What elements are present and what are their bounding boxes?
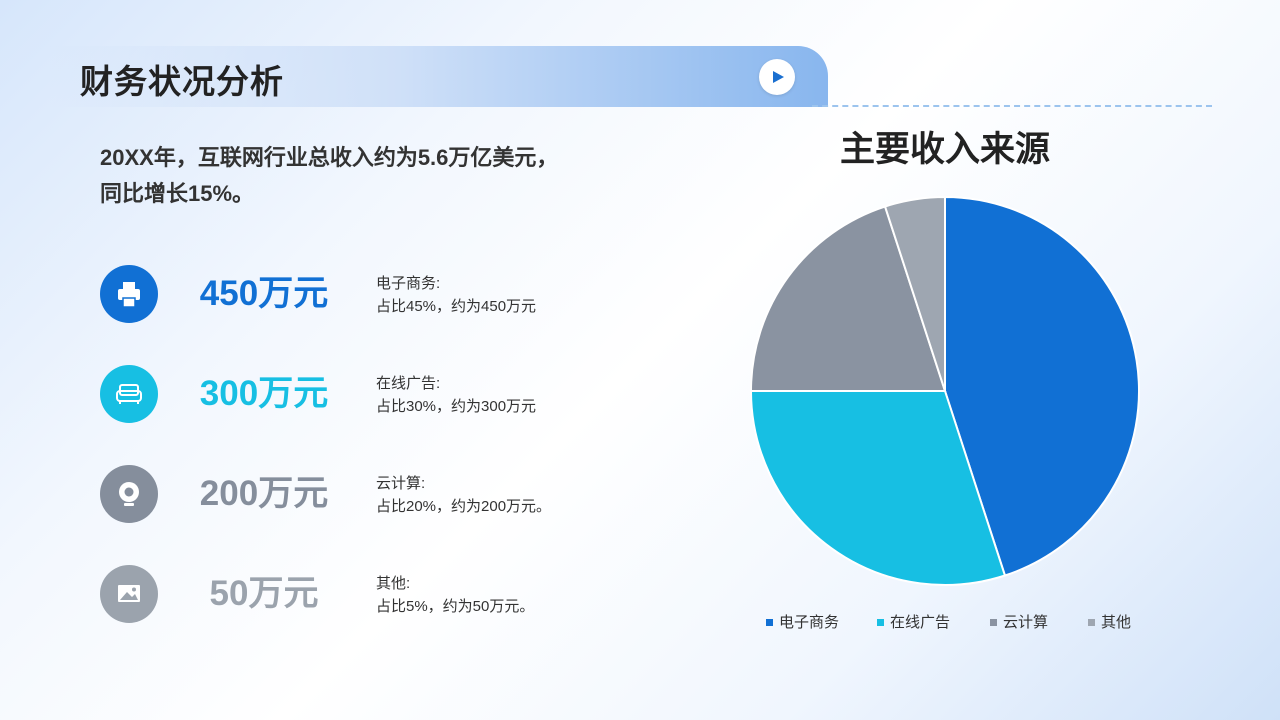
icon-circle [100, 565, 158, 623]
legend-item-online-ads: 在线广告 [877, 612, 950, 634]
amount-value: 50万元 [209, 574, 319, 613]
icon-circle [100, 465, 158, 523]
legend-item-ecommerce: 电子商务 [766, 612, 839, 634]
revenue-item-other: 50万元 其他: 占比5%，约为50万元。 [100, 565, 700, 625]
item-label: 云计算: [376, 475, 426, 492]
revenue-item-ecommerce: 450万元 电子商务: 占比45%，约为450万元 [100, 265, 700, 325]
item-detail: 占比5%，约为50万元。 [376, 598, 535, 615]
legend-label: 云计算 [1003, 614, 1049, 631]
summary-text: 20XX年，互联网行业总收入约为5.6万亿美元， 同比增长15%。 [100, 140, 700, 212]
play-button[interactable] [759, 59, 795, 95]
legend-swatch [990, 618, 997, 626]
amount-value: 300万元 [199, 374, 329, 413]
amount-value: 200万元 [199, 474, 329, 513]
icon-circle [100, 365, 158, 423]
dashed-divider [812, 105, 1212, 107]
item-description: 云计算: 占比20%，约为200万元。 [376, 472, 551, 518]
image-icon [118, 585, 140, 602]
item-label: 在线广告: [376, 375, 441, 392]
chart-title: 主要收入来源 [839, 130, 1050, 169]
item-detail: 占比30%，约为300万元 [376, 398, 537, 415]
item-label: 其他: [376, 575, 411, 592]
item-label: 电子商务: [376, 275, 441, 292]
legend-swatch [1088, 618, 1095, 626]
revenue-item-cloud: 200万元 云计算: 占比20%，约为200万元。 [100, 465, 700, 525]
play-icon [773, 71, 784, 83]
legend-swatch [766, 618, 773, 626]
legend-swatch [877, 618, 884, 626]
title-bar-background [48, 46, 828, 107]
revenue-item-online-ads: 300万元 在线广告: 占比30%，约为300万元 [100, 365, 700, 425]
sofa-icon [116, 384, 142, 404]
webcam-icon [119, 482, 139, 506]
amount-value: 450万元 [199, 274, 329, 313]
summary-line-2: 同比增长15%。 [100, 181, 255, 206]
item-description: 其他: 占比5%，约为50万元。 [376, 572, 534, 618]
item-description: 在线广告: 占比30%，约为300万元 [376, 372, 536, 418]
pie-chart [749, 195, 1140, 586]
legend-label: 电子商务 [779, 614, 840, 631]
legend-label: 其他 [1101, 614, 1132, 631]
pie-slice-ecommerce [944, 195, 1140, 577]
item-detail: 占比45%，约为450万元 [376, 298, 537, 315]
pie-slice-other [883, 195, 946, 392]
item-detail: 占比20%，约为200万元。 [376, 498, 552, 515]
item-description: 电子商务: 占比45%，约为450万元 [376, 272, 536, 318]
legend-item-cloud: 云计算 [990, 612, 1048, 634]
icon-circle [100, 265, 158, 323]
summary-line-1: 20XX年，互联网行业总收入约为5.6万亿美元， [100, 145, 559, 170]
legend-item-other: 其他 [1088, 612, 1131, 634]
pie-slice-online-ads [749, 390, 1007, 586]
pie-slice-cloud [749, 205, 947, 392]
legend-label: 在线广告 [890, 614, 951, 631]
printer-icon [118, 282, 140, 308]
page-title: 财务状况分析 [80, 63, 284, 100]
